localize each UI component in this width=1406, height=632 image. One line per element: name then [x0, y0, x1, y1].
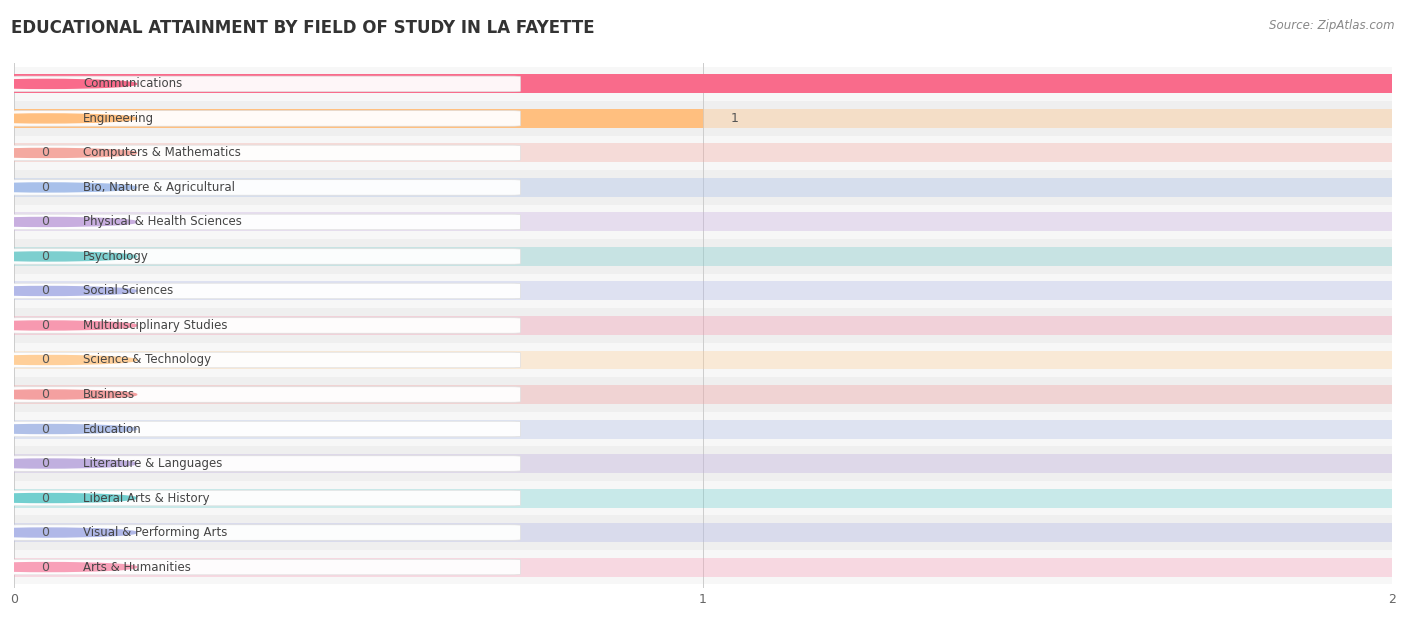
Bar	[14, 412, 1392, 446]
Text: Physical & Health Sciences: Physical & Health Sciences	[83, 216, 242, 228]
Bar	[14, 212, 1392, 231]
Text: 0: 0	[42, 216, 49, 228]
Bar	[14, 316, 1392, 335]
Circle shape	[0, 562, 136, 571]
Bar	[14, 75, 1392, 94]
Text: Psychology: Psychology	[83, 250, 149, 263]
Circle shape	[0, 459, 136, 468]
Text: Liberal Arts & History: Liberal Arts & History	[83, 492, 209, 504]
Circle shape	[0, 425, 136, 434]
Text: Engineering: Engineering	[83, 112, 155, 125]
Text: 0: 0	[42, 147, 49, 159]
Text: Communications: Communications	[83, 77, 183, 90]
Text: 1: 1	[731, 112, 738, 125]
Bar	[14, 109, 1392, 128]
Bar	[14, 308, 1392, 343]
Bar	[14, 351, 1392, 370]
FancyBboxPatch shape	[11, 76, 520, 92]
Text: Social Sciences: Social Sciences	[83, 284, 173, 298]
FancyBboxPatch shape	[11, 490, 520, 506]
Circle shape	[0, 149, 136, 157]
Text: Bio, Nature & Agricultural: Bio, Nature & Agricultural	[83, 181, 235, 194]
Bar	[14, 136, 1392, 170]
Text: Education: Education	[83, 423, 142, 435]
Text: 0: 0	[42, 250, 49, 263]
Bar	[14, 385, 1392, 404]
Text: Visual & Performing Arts: Visual & Performing Arts	[83, 526, 228, 539]
Circle shape	[0, 286, 136, 295]
Bar	[14, 75, 1392, 94]
Text: Business: Business	[83, 388, 135, 401]
FancyBboxPatch shape	[11, 422, 520, 437]
Bar	[14, 515, 1392, 550]
FancyBboxPatch shape	[11, 352, 520, 368]
Bar	[14, 420, 1392, 439]
Bar	[14, 239, 1392, 274]
FancyBboxPatch shape	[11, 145, 520, 161]
Circle shape	[0, 114, 136, 123]
Text: 0: 0	[42, 561, 49, 574]
FancyBboxPatch shape	[11, 318, 520, 333]
Circle shape	[0, 356, 136, 365]
Bar	[14, 481, 1392, 515]
Text: Literature & Languages: Literature & Languages	[83, 457, 222, 470]
Text: 0: 0	[42, 181, 49, 194]
Bar	[14, 143, 1392, 162]
Circle shape	[0, 494, 136, 502]
FancyBboxPatch shape	[11, 249, 520, 264]
Text: 0: 0	[42, 388, 49, 401]
Text: 0: 0	[42, 492, 49, 504]
Circle shape	[0, 183, 136, 192]
Text: 0: 0	[42, 284, 49, 298]
Bar	[14, 281, 1392, 300]
Text: Science & Technology: Science & Technology	[83, 353, 211, 367]
Circle shape	[0, 390, 136, 399]
Bar	[14, 446, 1392, 481]
FancyBboxPatch shape	[11, 525, 520, 540]
Bar	[14, 454, 1392, 473]
Circle shape	[0, 217, 136, 226]
Bar	[14, 247, 1392, 266]
Bar	[14, 109, 703, 128]
Bar	[14, 178, 1392, 197]
Text: Multidisciplinary Studies: Multidisciplinary Studies	[83, 319, 228, 332]
Bar	[14, 343, 1392, 377]
Bar	[14, 557, 1392, 576]
FancyBboxPatch shape	[11, 214, 520, 229]
Bar	[14, 550, 1392, 585]
FancyBboxPatch shape	[11, 111, 520, 126]
Bar	[14, 489, 1392, 507]
Text: 0: 0	[42, 457, 49, 470]
Circle shape	[0, 252, 136, 261]
Circle shape	[0, 321, 136, 330]
Text: Arts & Humanities: Arts & Humanities	[83, 561, 191, 574]
Bar	[14, 101, 1392, 136]
Bar	[14, 523, 1392, 542]
Bar	[14, 170, 1392, 205]
Bar	[14, 66, 1392, 101]
Text: 0: 0	[42, 319, 49, 332]
Bar	[14, 274, 1392, 308]
Text: Source: ZipAtlas.com: Source: ZipAtlas.com	[1270, 19, 1395, 32]
Text: 0: 0	[42, 353, 49, 367]
Text: 0: 0	[42, 423, 49, 435]
FancyBboxPatch shape	[11, 559, 520, 575]
FancyBboxPatch shape	[11, 283, 520, 299]
Bar	[14, 377, 1392, 412]
FancyBboxPatch shape	[11, 179, 520, 195]
Circle shape	[0, 80, 136, 88]
Text: Computers & Mathematics: Computers & Mathematics	[83, 147, 240, 159]
Text: 0: 0	[42, 526, 49, 539]
Circle shape	[0, 528, 136, 537]
FancyBboxPatch shape	[11, 456, 520, 471]
FancyBboxPatch shape	[11, 387, 520, 402]
Text: EDUCATIONAL ATTAINMENT BY FIELD OF STUDY IN LA FAYETTE: EDUCATIONAL ATTAINMENT BY FIELD OF STUDY…	[11, 19, 595, 37]
Bar	[14, 205, 1392, 239]
